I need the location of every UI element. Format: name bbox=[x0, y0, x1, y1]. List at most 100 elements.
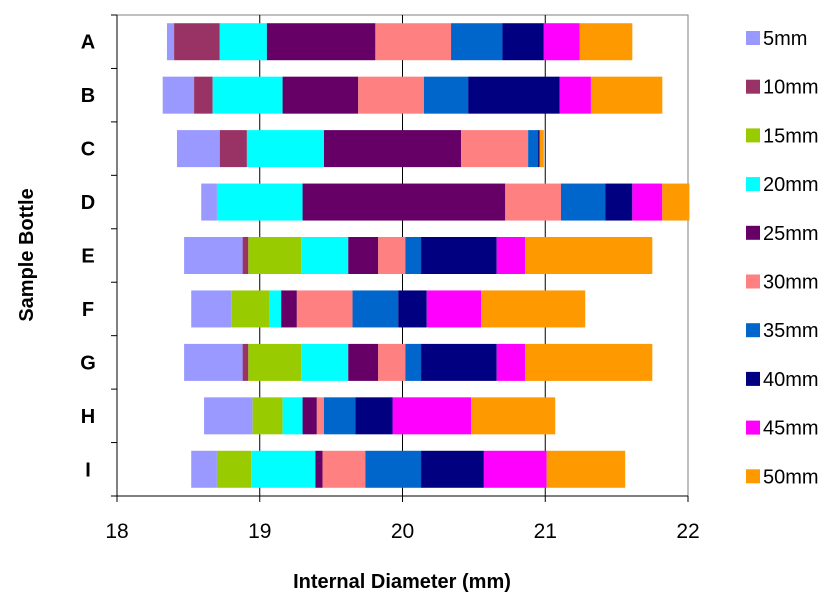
x-tick-label: 20 bbox=[391, 520, 414, 543]
x-axis-title: Internal Diameter (mm) bbox=[293, 571, 511, 593]
legend-label: 15mm bbox=[763, 125, 819, 147]
bar-segment bbox=[348, 343, 379, 381]
bar-segment bbox=[251, 450, 316, 488]
legend-label: 35mm bbox=[763, 320, 819, 342]
legend-swatch bbox=[746, 323, 760, 338]
bar-segment bbox=[423, 76, 469, 114]
legend-label: 25mm bbox=[763, 223, 819, 245]
bar-segment bbox=[219, 130, 247, 168]
bar-segment bbox=[162, 76, 195, 114]
bar-segment bbox=[421, 343, 497, 381]
bar-segment bbox=[301, 237, 349, 274]
bar-segment bbox=[242, 237, 249, 274]
bar-segment bbox=[426, 290, 482, 328]
bar-segment bbox=[216, 450, 252, 488]
bar-segment bbox=[301, 343, 349, 381]
category-label: D bbox=[81, 192, 95, 214]
legend-label: 30mm bbox=[763, 272, 819, 294]
legend-swatch bbox=[746, 225, 760, 240]
category-label: G bbox=[80, 352, 96, 374]
bar-segment bbox=[281, 290, 297, 328]
bar-segment bbox=[502, 23, 544, 61]
bar-segment bbox=[560, 183, 606, 221]
bar-segment bbox=[496, 343, 526, 381]
x-tick-label: 21 bbox=[534, 520, 557, 543]
bar-segment bbox=[216, 183, 303, 221]
axis-ticks bbox=[111, 14, 689, 502]
legend-swatch bbox=[746, 371, 760, 386]
bar-segment bbox=[219, 23, 267, 61]
bar-segment bbox=[184, 343, 243, 381]
bar-segment bbox=[355, 397, 393, 435]
bar-segment bbox=[348, 237, 379, 274]
legend-label: 5mm bbox=[763, 28, 807, 50]
bar-segment bbox=[302, 183, 506, 221]
bar-segment bbox=[323, 130, 462, 168]
bar-segment bbox=[352, 290, 399, 328]
bar-segment bbox=[405, 237, 422, 274]
bar-segment bbox=[252, 397, 283, 435]
bar-segment bbox=[471, 397, 556, 435]
bar-segment bbox=[282, 397, 303, 435]
bar-segment bbox=[191, 450, 217, 488]
y-axis-title: Sample Bottle bbox=[16, 188, 38, 321]
legend-label: 20mm bbox=[763, 174, 819, 196]
bar-segment bbox=[528, 130, 539, 168]
bar-segment bbox=[231, 290, 270, 328]
bar-segment bbox=[191, 290, 232, 328]
bar-segment bbox=[378, 237, 406, 274]
bar-segment bbox=[468, 76, 560, 114]
legend-label: 45mm bbox=[763, 418, 819, 440]
legend-swatch bbox=[746, 177, 760, 192]
bar-segment bbox=[204, 397, 253, 435]
bar-segment bbox=[375, 23, 452, 61]
bar-segment bbox=[481, 290, 586, 328]
bar-segment bbox=[496, 237, 526, 274]
bar-segment bbox=[559, 76, 591, 114]
bar-segment bbox=[194, 76, 213, 114]
bar-segment bbox=[590, 76, 663, 114]
bar-segment bbox=[451, 23, 503, 61]
category-label: H bbox=[81, 406, 95, 428]
bar-segment bbox=[483, 450, 547, 488]
bar-segment bbox=[296, 290, 353, 328]
bar-segment bbox=[461, 130, 529, 168]
bar-segment bbox=[315, 450, 323, 488]
legend-swatch bbox=[746, 31, 760, 45]
legend-swatch bbox=[746, 128, 760, 143]
legend-swatch bbox=[746, 469, 760, 484]
x-tick-label: 22 bbox=[676, 520, 699, 543]
bar-segment bbox=[266, 23, 376, 61]
x-tick-labels: 18 19 20 21 22 bbox=[105, 520, 699, 543]
bar-segment bbox=[525, 343, 653, 381]
bar-segment bbox=[322, 450, 366, 488]
category-label: I bbox=[85, 459, 91, 481]
bar-segment bbox=[539, 130, 544, 168]
bar-segment bbox=[302, 397, 317, 435]
bar-segment bbox=[421, 450, 484, 488]
bar-segment bbox=[184, 237, 243, 274]
x-tick-label: 19 bbox=[248, 520, 271, 543]
bar-segment bbox=[323, 397, 356, 435]
bars bbox=[162, 23, 690, 488]
bar-segment bbox=[543, 23, 580, 61]
bar-segment bbox=[358, 76, 424, 114]
legend: 5mm 10mm 15mm 20mm 25mm 30mm 35mm 40mm 45mm 50mm bbox=[746, 28, 819, 488]
category-label: A bbox=[81, 32, 95, 54]
bar-segment bbox=[421, 237, 497, 274]
bar-segment bbox=[392, 397, 472, 435]
category-label: C bbox=[81, 139, 95, 161]
bar-segment bbox=[662, 183, 690, 221]
bar-segment bbox=[632, 183, 663, 221]
bar-segment bbox=[525, 237, 653, 274]
bar-segment bbox=[316, 397, 324, 435]
bar-segment bbox=[166, 23, 175, 61]
legend-swatch bbox=[746, 274, 760, 289]
category-label: E bbox=[81, 246, 94, 268]
bar-segment bbox=[269, 290, 282, 328]
bar-segment bbox=[546, 450, 626, 488]
bar-segment bbox=[398, 290, 427, 328]
category-label: F bbox=[82, 299, 94, 321]
bar-segment bbox=[282, 76, 359, 114]
